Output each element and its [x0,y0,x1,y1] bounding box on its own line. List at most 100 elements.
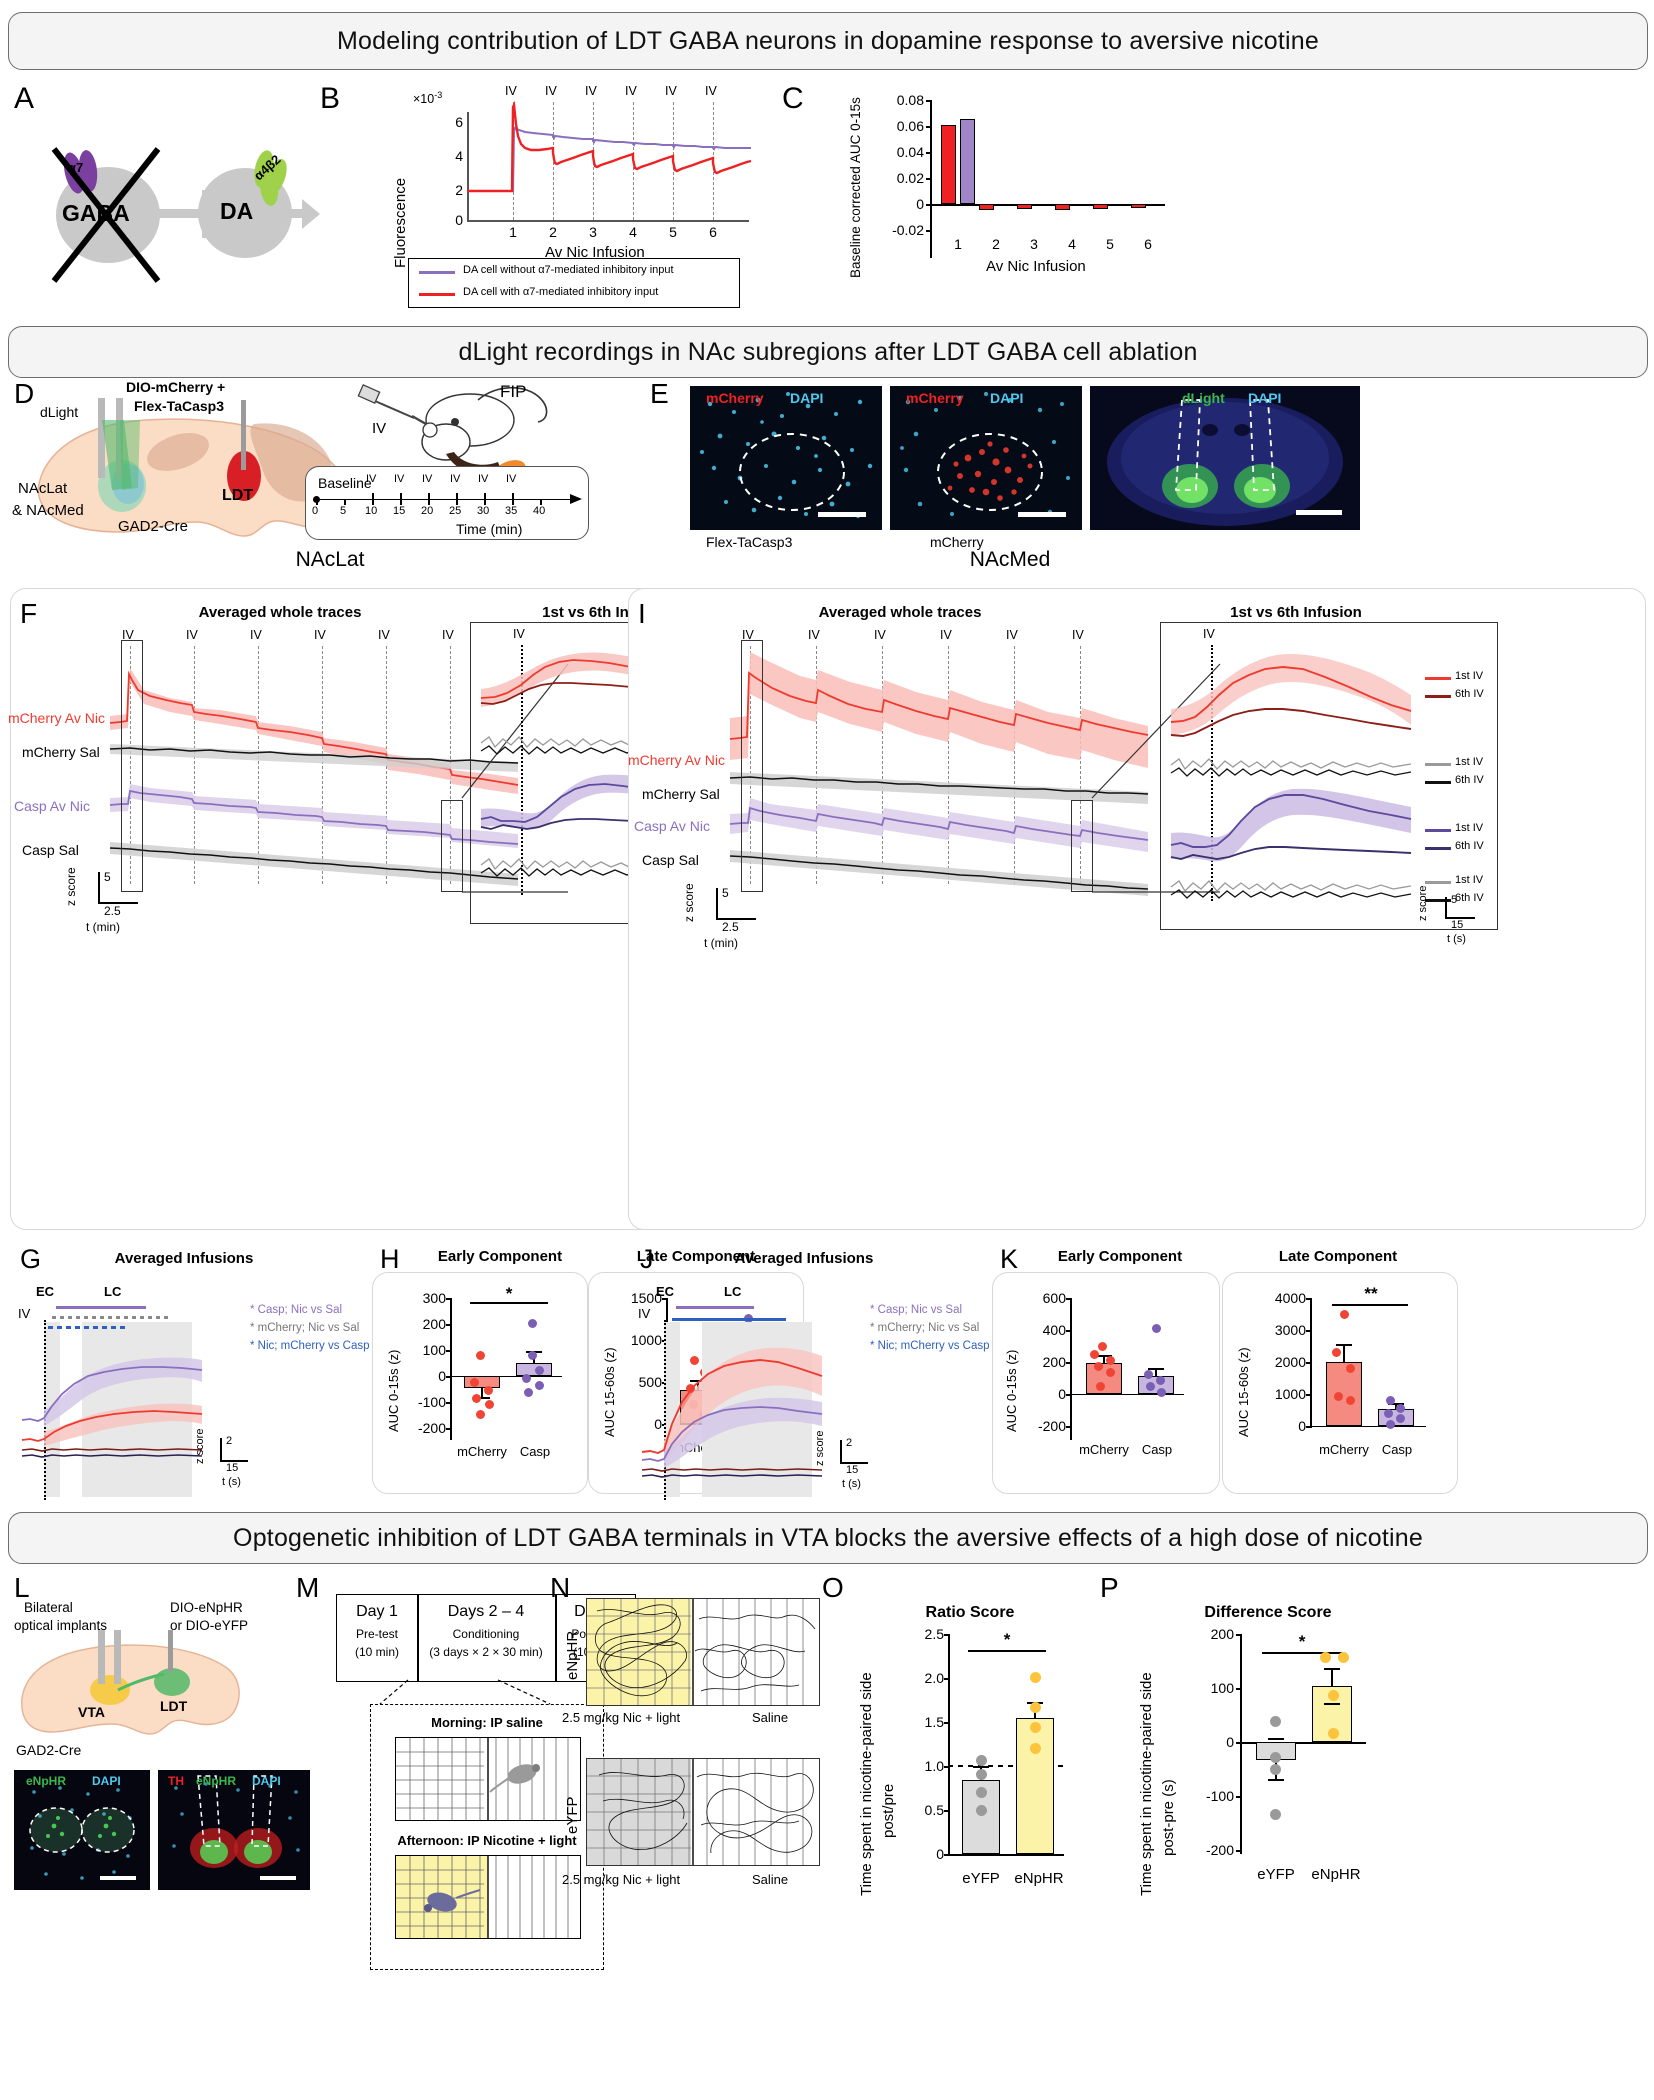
panel-j-scale-z-lbl: z score [814,1431,849,1478]
panel-f-zoom-rect-1[interactable] [121,640,143,892]
panel-e-img1-mcherry-label: mCherry [706,390,764,406]
panel-k-early-tick-200: 200 [1042,1354,1066,1370]
panel-g-scale-v [220,1438,222,1462]
panel-k-late-tickmark-2000 [1306,1362,1312,1364]
panel-i-scale-vertical [716,888,718,920]
panel-i-scale-horizontal [716,918,756,920]
panel-f-trace-label-mcherry-sal: mCherry Sal [22,744,100,760]
panel-o-tickmark-0 [944,1854,950,1856]
panel-i-iv-line-4 [948,646,949,884]
panel-i-trace-label-mcherry-avnic: mCherry Av Nic [628,752,725,768]
panel-l-optical-label: optical implants [14,1618,108,1633]
timeline-tick-0 [316,499,318,505]
panel-h-early-tickmark-m200 [446,1428,452,1430]
panel-m-connector [379,1679,551,1705]
panel-k-late-bar-mcherry [1326,1362,1362,1426]
panel-b-ytick-4: 4 [455,148,463,164]
panel-m-day1-dur: (10 min) [354,1645,399,1659]
panel-label-o: O [822,1572,844,1603]
timeline-tick-label-35: 35 [505,505,518,517]
panel-c-tick-0 [926,204,932,206]
panel-c-xtick-1: 1 [954,236,962,252]
timeline-iv-1: IV [366,473,377,485]
alpha7-receptor-label: α7 [68,160,84,175]
panel-i-casp-avnic-trace [729,806,1149,841]
panel-c-ytick-008: 0.08 [896,92,924,108]
panel-o-point-enphr-2 [1030,1702,1041,1713]
panel-d-flex-tacasp3-label: Flex-TaCasp3 [134,398,224,414]
panel-o-baseline [948,1854,1064,1856]
panel-g-casp-sal-trace [21,1454,203,1458]
panel-f-zoom-rect-6[interactable] [441,800,463,892]
panel-c-bar-purple-4 [1074,204,1089,206]
panel-k-early-tickmark-200 [1066,1362,1072,1364]
panel-h-early-tick-100: 100 [422,1342,446,1358]
panel-g-scale-t-val: 15 [226,1462,239,1474]
panel-c-bar-red-2 [979,204,994,210]
panel-f-iv-4: IV [314,628,326,642]
panel-k-late-xtick-mcherry: mCherry [1319,1442,1369,1457]
panel-g-scale-z-val: 2 [226,1435,233,1447]
panel-k-early-point-casp-1 [1152,1324,1161,1333]
timeline-tick-20 [428,493,430,505]
panel-h-early-point-casp-3 [535,1366,544,1375]
panel-j-lc-label: LC [724,1284,742,1299]
panel-c-yaxis-title: Baseline corrected AUC 0-15s [848,97,1029,293]
panel-p-xtick-enphr: eNpHR [1311,1866,1361,1883]
panel-j-mcherry-avnic-trace [641,1359,823,1455]
panel-k-late-tick-4000: 4000 [1274,1290,1306,1306]
panel-f-iv-line-2 [194,646,195,884]
panel-label-i: I [638,598,646,629]
panel-i-legend-swatch-1st-grey2 [1425,881,1451,884]
timeline-axis [316,499,572,501]
panel-l-img1-dapi-label: DAPI [92,1774,121,1788]
panel-i-scalebar: 5 z score 2.5 t (min) [676,883,786,950]
panel-o-reference-line [948,1765,1068,1767]
panel-h-early-sigline [470,1302,548,1304]
panel-k-late-tick-2000: 2000 [1274,1354,1306,1370]
panel-o-tickmark-25 [944,1634,950,1636]
panel-f-casp-sal-trace [109,847,519,880]
panel-k-early-bar-mcherry [1086,1363,1122,1394]
panel-b-iv-label-2: IV [545,84,557,98]
panel-k-early-point-mcherry-4 [1094,1362,1103,1371]
panel-h-late-title: Late Component [636,1248,756,1265]
section-banner-1-text: Modeling contribution of LDT GABA neuron… [337,26,1319,55]
panel-n-caption-right: Saline [752,1710,789,1725]
panel-i-legend-swatch-6th-black2 [1425,899,1451,902]
panel-k-late-point-mcherry-4 [1334,1392,1343,1401]
panel-e-img3-dlight-label: dLight [1182,390,1225,406]
trace-without-a7 [467,126,751,192]
panel-k-late-tick-0: 0 [1298,1418,1306,1434]
panel-i-inset-6th-iv-blacksal [1170,767,1412,777]
timeline-tick-label-20: 20 [421,505,434,517]
panel-i-inset-scalebar: 5 z score 15 t (s) [1415,886,1495,945]
panel-k-late-title: Late Component [1278,1248,1398,1265]
panel-h-late-tick-0: 0 [654,1416,662,1432]
panel-i-zoom-rect-6[interactable] [1071,800,1093,892]
panel-k-late-errcap-mcherry [1336,1344,1352,1346]
panel-j-iv-label: IV [638,1306,651,1321]
panel-o-sigline [968,1650,1046,1652]
panel-b-xtick-4: 4 [629,224,637,240]
panel-h-early-tickmark-300 [446,1298,452,1300]
panel-f-scale-t-value: 2.5 [104,904,121,918]
panel-c-bar-red-3 [1017,204,1032,209]
timeline-tick-5 [344,499,346,505]
panel-c-tick-006 [926,126,932,128]
timeline-tick-label-10: 10 [365,505,378,517]
panel-c-tick-002 [926,178,932,180]
panel-k-late-point-casp-5 [1386,1420,1395,1429]
panel-i-zoom-rect-1[interactable] [741,640,763,892]
panel-b-iv-label-1: IV [505,84,517,98]
panel-b-exponent-power: -3 [434,90,443,100]
panel-i-inset-1st-iv-purple [1170,794,1412,848]
panel-p-point-eyfp-4 [1270,1809,1281,1820]
panel-i-iv-line-3 [882,646,883,884]
panel-i-iv-4: IV [940,628,952,642]
panel-g-lc-label: LC [104,1284,122,1299]
timeline-xlabel: Time (min) [456,521,523,537]
panel-f-mcherry-sal-band [110,744,518,772]
panel-o-point-eyfp-1 [976,1755,987,1766]
panel-i-legend-1st-iv-grey: 1st IV [1455,756,1484,768]
